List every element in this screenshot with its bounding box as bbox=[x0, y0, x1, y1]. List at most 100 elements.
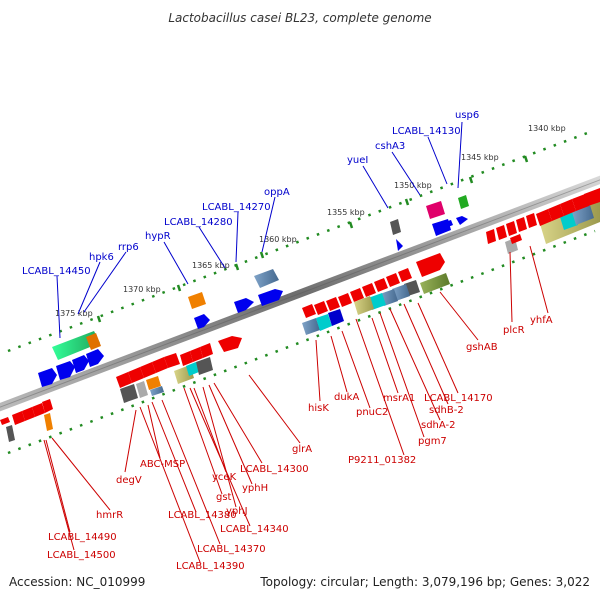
gene-feature bbox=[314, 301, 328, 315]
forward-genes bbox=[38, 195, 469, 387]
forward-labels: usp6 LCABL_14130 cshA3 yueI oppA LCABL_1… bbox=[22, 110, 479, 277]
gene-label-lcabl-14380: LCABL_14380 bbox=[168, 510, 237, 521]
forward-leaders bbox=[56, 121, 463, 339]
reverse-genes bbox=[0, 188, 600, 442]
gene-feature bbox=[22, 407, 35, 421]
gene-feature bbox=[258, 289, 283, 306]
gene-feature bbox=[486, 229, 496, 244]
gene-feature bbox=[526, 213, 537, 228]
gene-label-hisk: hisK bbox=[308, 403, 329, 414]
gene-feature bbox=[152, 357, 168, 373]
gene-feature bbox=[386, 273, 400, 287]
map-title: Lactobacillus casei BL23, complete genom… bbox=[168, 11, 431, 25]
gene-feature bbox=[536, 209, 552, 226]
gene-feature bbox=[510, 234, 522, 244]
gene-label-lcabl-14450: LCABL_14450 bbox=[22, 266, 91, 277]
gene-feature bbox=[302, 304, 316, 318]
gene-feature bbox=[302, 318, 320, 335]
gene-feature bbox=[426, 201, 445, 219]
gene-feature bbox=[350, 288, 364, 302]
gene-label-hypr: hypR bbox=[145, 231, 171, 242]
gene-feature bbox=[458, 195, 469, 209]
gene-feature bbox=[218, 336, 242, 352]
gene-label-abc-msp: ABC-MSP bbox=[140, 459, 185, 470]
gene-feature bbox=[390, 219, 401, 235]
tick-label: 1375 kbp bbox=[55, 309, 93, 318]
gene-label-sdhb-2: sdhB-2 bbox=[429, 405, 464, 416]
gene-label-pgm7: pgm7 bbox=[418, 436, 447, 447]
gene-label-lcabl-14130: LCABL_14130 bbox=[392, 126, 461, 137]
gene-feature bbox=[56, 361, 75, 380]
gene-feature bbox=[6, 425, 15, 442]
gene-feature bbox=[432, 219, 451, 236]
gene-label-degv: degV bbox=[116, 475, 142, 486]
gene-label-gst: gst bbox=[216, 492, 232, 503]
gene-label-hpk6: hpk6 bbox=[89, 252, 114, 263]
accession-label: Accession: NC_010999 bbox=[9, 575, 145, 589]
genome-backbone bbox=[0, 175, 600, 412]
gene-feature bbox=[354, 296, 374, 315]
gene-label-usp6: usp6 bbox=[455, 110, 479, 121]
gene-feature bbox=[190, 347, 203, 362]
gene-feature bbox=[12, 411, 25, 425]
gene-label-lcabl-14340: LCABL_14340 bbox=[220, 524, 289, 535]
gene-feature bbox=[584, 188, 600, 206]
gene-feature bbox=[128, 367, 144, 383]
tick-label: 1355 kbp bbox=[327, 208, 365, 217]
scale-ticks bbox=[96, 155, 529, 323]
gene-label-p9211-01382: P9211_01382 bbox=[348, 455, 416, 466]
gene-feature bbox=[374, 278, 388, 292]
gene-label-plcr: plcR bbox=[503, 325, 525, 336]
gene-feature bbox=[398, 268, 412, 282]
gene-feature bbox=[146, 376, 161, 390]
gene-feature bbox=[140, 362, 156, 378]
gene-feature bbox=[316, 314, 332, 331]
gene-feature bbox=[86, 333, 101, 350]
gene-feature bbox=[560, 199, 576, 216]
scale-tick-labels: 1340 kbp 1345 kbp 1350 kbp 1355 kbp 1360… bbox=[55, 124, 566, 318]
gene-feature bbox=[234, 298, 254, 313]
gene-label-ycek: yceK bbox=[212, 472, 237, 483]
genome-summary: Topology: circular; Length: 3,079,196 bp… bbox=[259, 575, 590, 589]
gene-feature bbox=[362, 283, 376, 297]
gene-feature bbox=[150, 386, 164, 396]
gene-label-lcabl-14390: LCABL_14390 bbox=[176, 561, 245, 572]
gene-feature bbox=[328, 309, 344, 326]
gene-label-lcabl-14170: LCABL_14170 bbox=[424, 393, 493, 404]
reverse-labels: yhfA plcR gshAB LCABL_14170 sdhB-2 msrA1… bbox=[47, 315, 553, 572]
gene-feature bbox=[186, 362, 199, 376]
gene-feature bbox=[188, 292, 206, 309]
gene-label-pnuc2: pnuC2 bbox=[356, 407, 388, 418]
gene-feature bbox=[136, 381, 148, 398]
gene-label-duka: dukA bbox=[334, 392, 359, 403]
gene-feature bbox=[416, 253, 445, 277]
gene-label-lcabl-14270: LCABL_14270 bbox=[202, 202, 271, 213]
tick-label: 1340 kbp bbox=[528, 124, 566, 133]
reverse-leaders bbox=[43, 245, 549, 563]
gene-label-sdha-2: sdhA-2 bbox=[421, 420, 456, 431]
gene-label-yhfa: yhfA bbox=[530, 315, 553, 326]
gene-feature bbox=[200, 343, 213, 358]
gene-feature bbox=[506, 221, 517, 236]
gene-label-msra1: msrA1 bbox=[383, 393, 415, 404]
gene-feature bbox=[42, 399, 53, 413]
gene-feature bbox=[32, 403, 45, 417]
gene-feature bbox=[254, 269, 279, 288]
gene-label-oppa: oppA bbox=[264, 187, 290, 198]
gene-feature bbox=[72, 355, 89, 373]
gene-label-gshab: gshAB bbox=[466, 342, 498, 353]
gene-feature bbox=[120, 384, 138, 403]
gene-feature bbox=[164, 353, 180, 368]
gene-feature bbox=[44, 413, 53, 431]
gene-label-lcabl-14280: LCABL_14280 bbox=[164, 217, 233, 228]
tick-label: 1370 kbp bbox=[123, 285, 161, 294]
tick-label: 1345 kbp bbox=[461, 153, 499, 162]
gene-label-hmrr: hmrR bbox=[96, 510, 123, 521]
gene-feature bbox=[38, 368, 57, 387]
gene-label-lcabl-14490: LCABL_14490 bbox=[48, 532, 117, 543]
tick-label: 1360 kbp bbox=[259, 235, 297, 244]
gene-label-lcabl-14300: LCABL_14300 bbox=[240, 464, 309, 475]
gene-feature bbox=[496, 225, 507, 240]
gene-feature bbox=[326, 297, 340, 311]
